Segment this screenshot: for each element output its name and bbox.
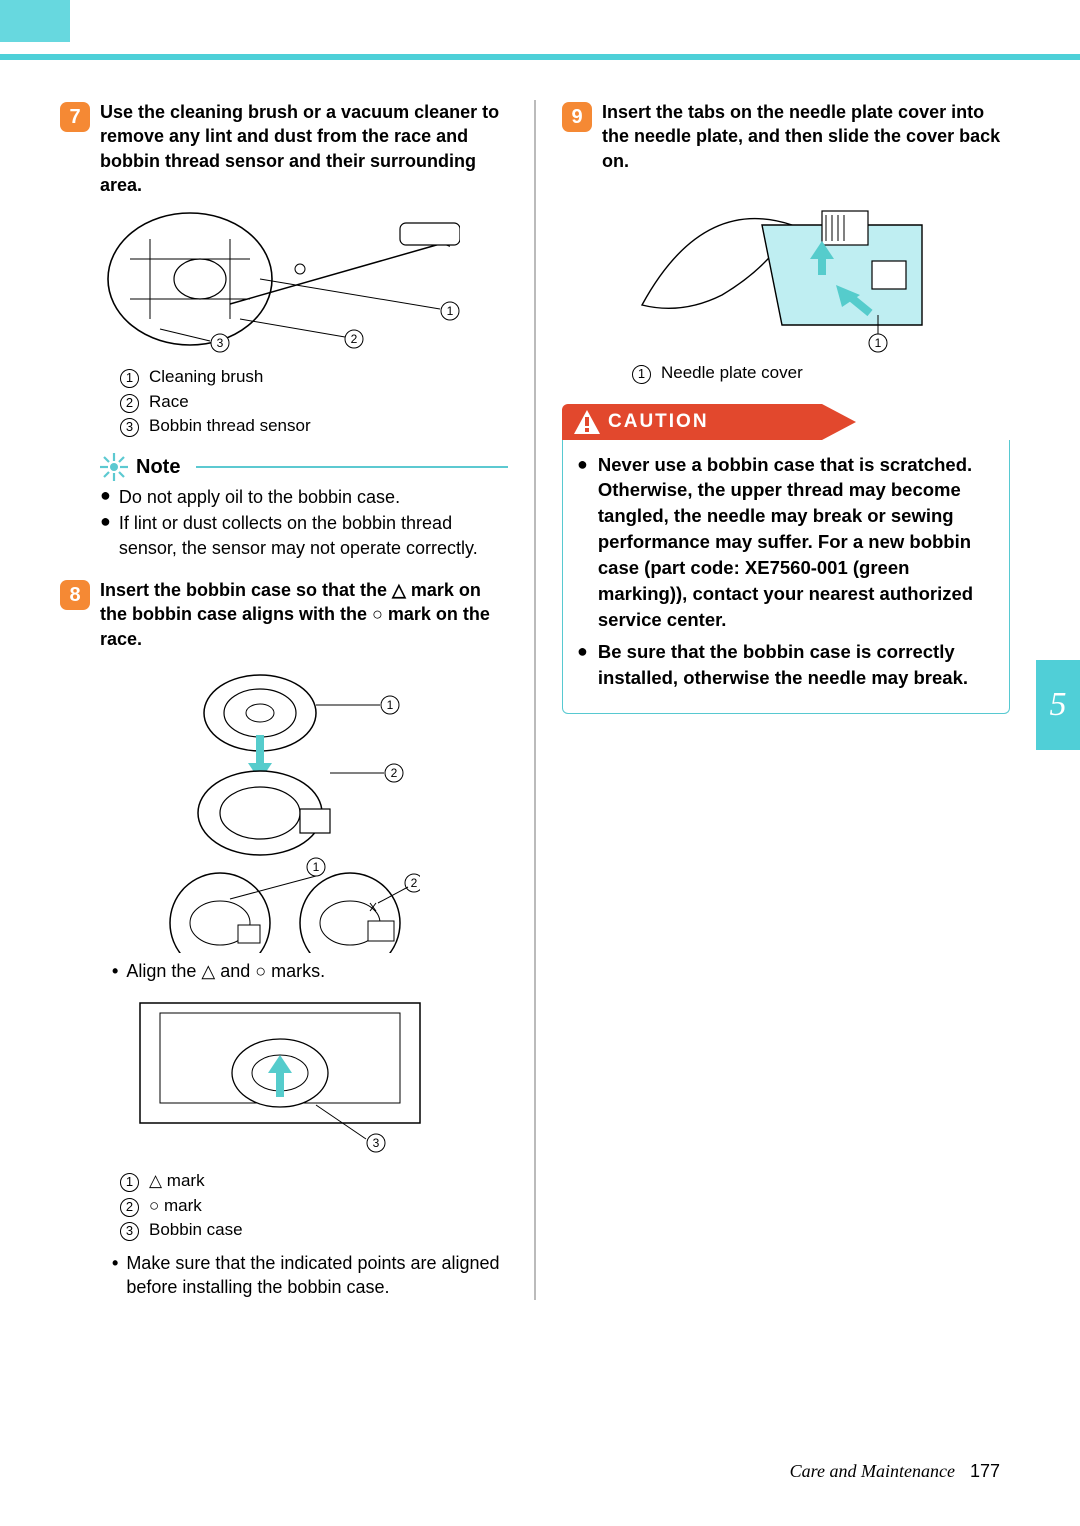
step-7: 7 Use the cleaning brush or a vacuum cle…	[60, 100, 508, 197]
legend-9-1: Needle plate cover	[661, 361, 803, 386]
note-item-1: Do not apply oil to the bobbin case.	[119, 485, 400, 509]
legend-8-3: Bobbin case	[149, 1218, 243, 1243]
footer-page-number: 177	[970, 1461, 1000, 1481]
figure-step7: 1 2 3	[100, 209, 508, 359]
caution-label: CAUTION	[608, 404, 709, 440]
note-block: Note ●Do not apply oil to the bobbin cas…	[100, 453, 508, 560]
page-footer: Care and Maintenance 177	[790, 1461, 1000, 1482]
svg-text:3: 3	[373, 1136, 380, 1150]
legend-step9: 1Needle plate cover	[632, 361, 1010, 386]
note-item-2: If lint or dust collects on the bobbin t…	[119, 511, 508, 560]
legend-7-2: Race	[149, 390, 189, 415]
step8-align-note: • Align the △ and ○ marks.	[112, 959, 508, 983]
chapter-side-tab: 5	[1036, 660, 1080, 750]
caution-item-2: Be sure that the bobbin case is correctl…	[598, 639, 995, 691]
legend-8-1: △ mark	[149, 1169, 205, 1194]
legend-7-3: Bobbin thread sensor	[149, 414, 311, 439]
svg-text:1: 1	[387, 698, 394, 712]
step-8-text: Insert the bobbin case so that the △ mar…	[100, 578, 508, 651]
svg-text:1: 1	[313, 860, 320, 874]
page-content: 7 Use the cleaning brush or a vacuum cle…	[0, 100, 1080, 1300]
legend-8-2: ○ mark	[149, 1194, 202, 1219]
figure-step8b: 3	[130, 993, 508, 1163]
svg-text:3: 3	[217, 336, 224, 350]
legend-step7: 1Cleaning brush 2Race 3Bobbin thread sen…	[120, 365, 508, 439]
step-number-badge: 9	[562, 102, 592, 132]
svg-text:2: 2	[351, 332, 358, 346]
step-8: 8 Insert the bobbin case so that the △ m…	[60, 578, 508, 651]
svg-text:1: 1	[447, 304, 454, 318]
warning-icon	[572, 408, 602, 436]
column-divider	[534, 100, 536, 1300]
svg-text:1: 1	[875, 336, 882, 350]
right-column: 9 Insert the tabs on the needle plate co…	[562, 100, 1010, 1300]
step-9: 9 Insert the tabs on the needle plate co…	[562, 100, 1010, 173]
left-column: 7 Use the cleaning brush or a vacuum cle…	[60, 100, 508, 1300]
step-7-text: Use the cleaning brush or a vacuum clean…	[100, 100, 508, 197]
step-number-badge: 8	[60, 580, 90, 610]
figure-step9: 1	[622, 185, 1010, 355]
legend-step8: 1△ mark 2○ mark 3Bobbin case	[120, 1169, 508, 1243]
step-9-text: Insert the tabs on the needle plate cove…	[602, 100, 1010, 173]
caution-box: ●Never use a bobbin case that is scratch…	[562, 440, 1010, 714]
caution-banner: CAUTION	[562, 404, 1010, 440]
footer-section: Care and Maintenance	[790, 1461, 955, 1481]
caution-item-1: Never use a bobbin case that is scratche…	[598, 452, 995, 633]
step-number-badge: 7	[60, 102, 90, 132]
note-icon	[100, 453, 128, 481]
step8-footnote: • Make sure that the indicated points ar…	[112, 1251, 508, 1300]
svg-text:2: 2	[411, 876, 418, 890]
svg-text:2: 2	[391, 766, 398, 780]
note-title: Note	[136, 456, 180, 479]
legend-7-1: Cleaning brush	[149, 365, 263, 390]
figure-step8a: 1 2 1 2	[160, 663, 508, 953]
top-accent-bar	[0, 0, 1080, 60]
